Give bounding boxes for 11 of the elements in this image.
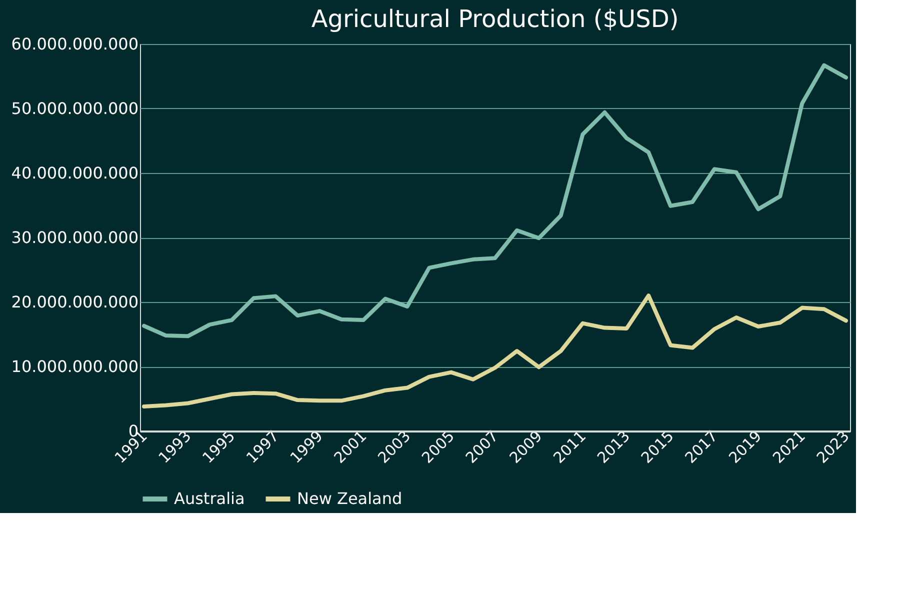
y-tick-label: 10.000.000.000 xyxy=(11,357,138,376)
y-tick-label: 50.000.000.000 xyxy=(11,99,138,118)
y-tick-label: 40.000.000.000 xyxy=(11,164,138,182)
legend-label: Australia xyxy=(174,489,245,508)
y-tick-label: 30.000.000.000 xyxy=(11,228,138,247)
chart-title: Agricultural Production ($USD) xyxy=(311,5,679,33)
line-series xyxy=(142,63,848,338)
legend-label: New Zealand xyxy=(297,489,402,508)
line-series xyxy=(142,294,848,408)
y-tick-label: 60.000.000.000 xyxy=(11,34,138,54)
y-tick-label: 20.000.000.000 xyxy=(11,292,138,312)
